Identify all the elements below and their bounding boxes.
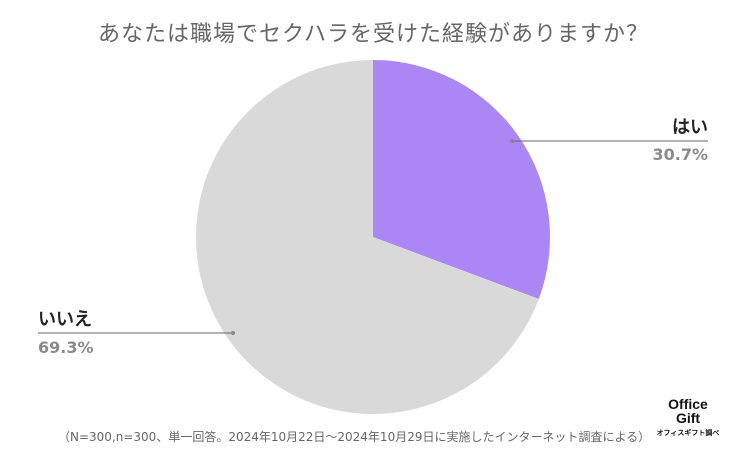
logo-line-1: Office bbox=[668, 396, 708, 412]
pie-slice-yes bbox=[373, 60, 550, 300]
office-gift-logo: Office Gift オフィスギフト調べ bbox=[652, 397, 724, 438]
pie-labels: はい 30.7% いいえ 69.3% bbox=[38, 117, 708, 357]
slice-label-yes: はい bbox=[672, 117, 708, 138]
footnote: （N=300,n=300、単一回答。2024年10月22日〜2024年10月29… bbox=[58, 430, 651, 444]
slice-value-yes: 30.7% bbox=[652, 145, 708, 164]
logo-line-2: Gift bbox=[675, 410, 701, 426]
pie-slice-no bbox=[196, 60, 539, 414]
logo-line-3: オフィスギフト調べ bbox=[656, 429, 720, 437]
leader-dot-yes bbox=[510, 139, 514, 143]
pie-slices bbox=[196, 60, 550, 414]
leader-dot-no bbox=[231, 331, 235, 335]
slice-value-no: 69.3% bbox=[38, 338, 94, 357]
slice-label-no: いいえ bbox=[38, 309, 92, 330]
chart-title: あなたは職場でセクハラを受けた経験がありますか？ bbox=[98, 22, 649, 47]
